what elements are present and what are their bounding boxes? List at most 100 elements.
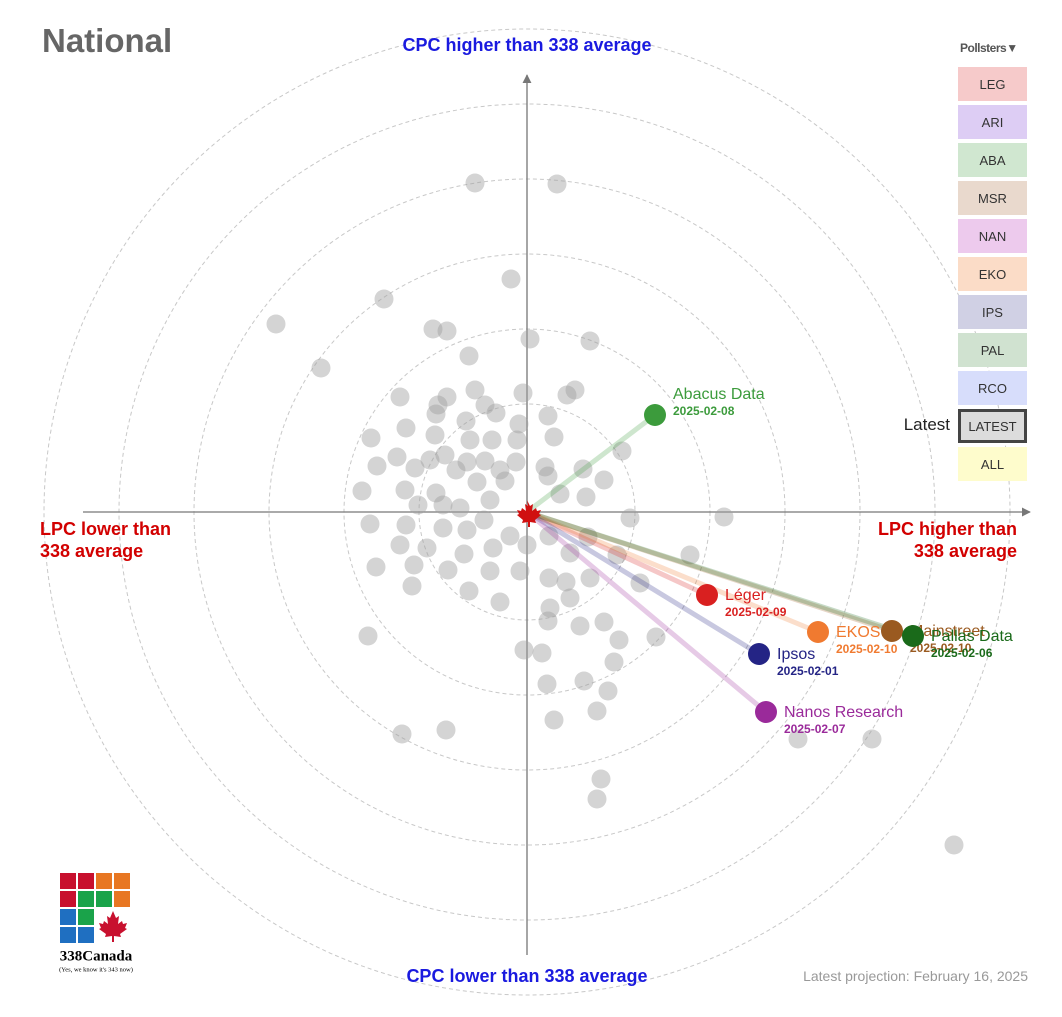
history-point	[396, 418, 416, 438]
history-point	[352, 481, 372, 501]
history-point	[944, 835, 964, 855]
history-point	[560, 588, 580, 608]
pollster-date: 2025-02-06	[931, 646, 993, 660]
history-point	[509, 414, 529, 434]
history-point	[465, 173, 485, 193]
history-point	[587, 789, 607, 809]
history-point	[513, 383, 533, 403]
history-point	[395, 480, 415, 500]
pollster-button[interactable]: ABA	[958, 143, 1027, 177]
history-point	[457, 452, 477, 472]
history-point	[396, 515, 416, 535]
history-point	[460, 430, 480, 450]
history-point	[437, 321, 457, 341]
history-point	[587, 701, 607, 721]
history-point	[535, 457, 555, 477]
pollster-date: 2025-02-07	[784, 722, 846, 736]
history-point	[598, 681, 618, 701]
y-high-label: CPC higher than 338 average	[402, 35, 652, 55]
history-point	[560, 543, 580, 563]
history-point	[367, 456, 387, 476]
history-point	[630, 573, 650, 593]
pollster-point	[902, 625, 924, 647]
pollster-button[interactable]: ALL	[958, 447, 1027, 481]
x-low-label: LPC lower than 338 average	[40, 519, 172, 561]
history-point	[538, 466, 558, 486]
history-point	[426, 404, 446, 424]
pollsters-header[interactable]: Pollsters▼	[960, 41, 1018, 55]
history-point	[392, 724, 412, 744]
history-point	[446, 460, 466, 480]
history-point	[594, 470, 614, 490]
pollster-button[interactable]: EKO	[958, 257, 1027, 291]
history-point	[550, 484, 570, 504]
history-point	[475, 395, 495, 415]
pollster-name: Nanos Research	[784, 704, 903, 721]
history-point	[426, 483, 446, 503]
history-point	[547, 174, 567, 194]
history-point	[570, 616, 590, 636]
pollster-date: 2025-02-10	[910, 641, 972, 655]
history-point	[573, 459, 593, 479]
pollster-date: 2025-02-01	[777, 664, 839, 678]
pollster-name: Ipsos	[777, 646, 815, 663]
history-point	[490, 460, 510, 480]
history-point	[514, 640, 534, 660]
history-point	[544, 710, 564, 730]
history-point	[612, 441, 632, 461]
trail-line	[526, 509, 819, 635]
pollster-name: Abacus Data	[673, 386, 765, 403]
history-point	[714, 507, 734, 527]
history-point	[482, 430, 502, 450]
footer: Latest projection: February 16, 2025	[803, 968, 1028, 984]
pollster-button[interactable]: NAN	[958, 219, 1027, 253]
trail-line	[525, 509, 761, 657]
history-point	[360, 514, 380, 534]
history-point	[454, 544, 474, 564]
history-point	[405, 458, 425, 478]
pollster-point	[644, 404, 666, 426]
center-leaf	[517, 500, 541, 527]
history-point	[576, 487, 596, 507]
history-point	[486, 403, 506, 423]
history-point	[565, 380, 585, 400]
pollster-point	[755, 701, 777, 723]
history-point	[609, 630, 629, 650]
history-point	[520, 329, 540, 349]
history-point	[433, 518, 453, 538]
history-point	[433, 495, 453, 515]
pollster-button[interactable]: ARI	[958, 105, 1027, 139]
pollster-name: Pallas Data	[931, 628, 1013, 645]
pollster-button[interactable]: LATEST	[958, 409, 1027, 443]
history-point	[557, 385, 577, 405]
history-point	[517, 535, 537, 555]
history-point	[467, 472, 487, 492]
pollster-name: Léger	[725, 587, 767, 604]
pollster-point	[696, 584, 718, 606]
history-point	[538, 611, 558, 631]
history-point	[459, 346, 479, 366]
history-point	[465, 380, 485, 400]
pollster-button[interactable]: PAL	[958, 333, 1027, 367]
pollster-button[interactable]: RCO	[958, 371, 1027, 405]
history-point	[456, 411, 476, 431]
pollster-button[interactable]: MSR	[958, 181, 1027, 215]
history-point	[423, 319, 443, 339]
history-point	[358, 626, 378, 646]
history-point	[361, 428, 381, 448]
history-point	[594, 612, 614, 632]
latest-label: Latest	[903, 415, 950, 434]
pollster-button[interactable]: LEG	[958, 67, 1027, 101]
history-point	[532, 643, 552, 663]
trail-line	[525, 509, 709, 598]
pollster-point	[748, 643, 770, 665]
history-point	[457, 520, 477, 540]
history-point	[459, 581, 479, 601]
history-point	[490, 592, 510, 612]
pollster-button[interactable]: IPS	[958, 295, 1027, 329]
history-point	[425, 425, 445, 445]
history-point	[420, 450, 440, 470]
